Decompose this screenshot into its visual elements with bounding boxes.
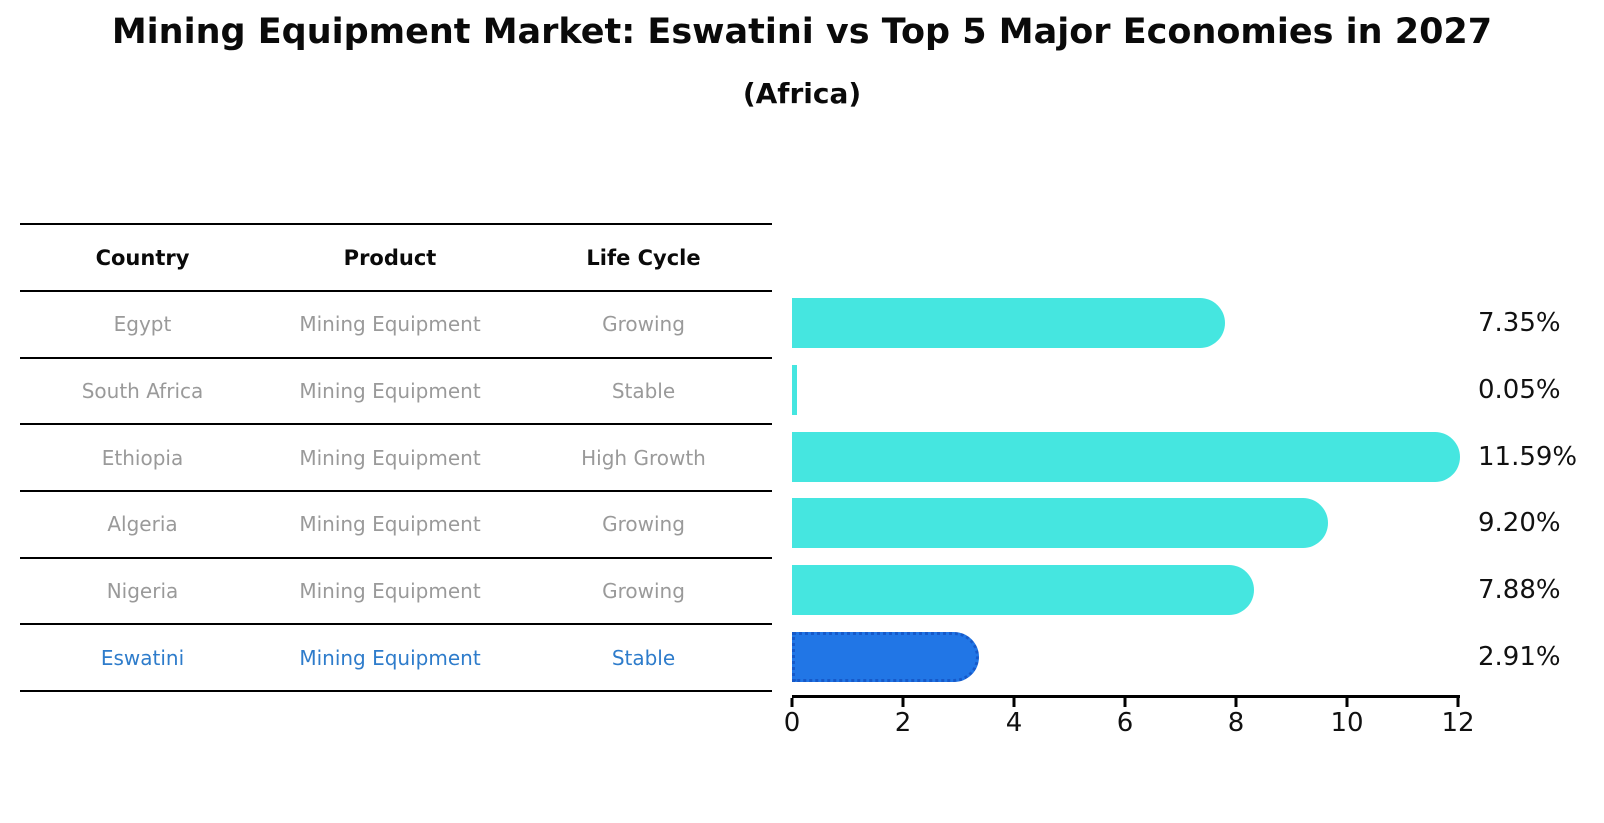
x-axis-tick-mark — [1012, 698, 1016, 707]
table-cell-lifecycle: Stable — [611, 379, 676, 404]
table-cell-product: Mining Equipment — [299, 312, 481, 337]
table-row: Eswatini Mining Equipment Stable — [20, 625, 772, 693]
bar-nigeria — [792, 565, 1255, 615]
table-cell-country: Algeria — [107, 512, 178, 537]
bar-south-africa — [792, 365, 797, 415]
bar-plot-area: 7.35% 0.05% 11.59% 9.20% 7.88% 2.91% — [792, 290, 1577, 690]
table-cell-product: Mining Equipment — [299, 445, 481, 470]
x-axis-tick-mark — [1456, 698, 1460, 707]
bar-egypt — [792, 298, 1225, 349]
table-row: Ethiopia Mining Equipment High Growth — [20, 425, 772, 493]
table-row: Nigeria Mining Equipment Growing — [20, 559, 772, 626]
table-cell-lifecycle: Stable — [611, 645, 676, 670]
table-cell-product: Mining Equipment — [299, 645, 481, 670]
bar-value-label: 7.88% — [1478, 575, 1561, 605]
table-row: Egypt Mining Equipment Growing — [20, 292, 772, 359]
x-axis-tick-label: 0 — [783, 708, 801, 738]
bar-algeria — [792, 498, 1328, 549]
x-axis-tick-mark — [901, 698, 905, 707]
table-header-lifecycle: Life Cycle — [586, 245, 701, 270]
x-axis-tick-label: 2 — [894, 708, 912, 738]
table-cell-product: Mining Equipment — [299, 512, 481, 537]
bar-eswatini — [792, 631, 979, 682]
table-cell-country: Ethiopia — [101, 445, 184, 470]
x-axis-tick-label: 10 — [1330, 708, 1364, 738]
x-axis-tick-mark — [1345, 698, 1349, 707]
table-cell-product: Mining Equipment — [299, 379, 481, 404]
x-axis-tick-mark — [1123, 698, 1127, 707]
table-header-product: Product — [343, 245, 437, 270]
table-cell-country: South Africa — [81, 379, 204, 404]
table-header-row: Country Product Life Cycle — [20, 223, 772, 292]
chart-title: Mining Equipment Market: Eswatini vs Top… — [111, 12, 1493, 52]
bar-value-label: 0.05% — [1478, 375, 1561, 405]
country-table: Country Product Life Cycle Egypt Mining E… — [20, 223, 772, 693]
table-header-country: Country — [95, 245, 190, 270]
table-cell-lifecycle: High Growth — [581, 445, 706, 470]
bar-ethiopia — [792, 431, 1461, 482]
table-cell-country: Nigeria — [106, 579, 179, 604]
table-cell-lifecycle: Growing — [602, 512, 685, 537]
table-row: South Africa Mining Equipment Stable — [20, 359, 772, 426]
x-axis-tick-label: 12 — [1441, 708, 1475, 738]
table-row: Algeria Mining Equipment Growing — [20, 492, 772, 559]
bar-value-label: 11.59% — [1478, 441, 1578, 472]
x-axis-tick-mark — [790, 698, 794, 707]
table-cell-country: Eswatini — [100, 645, 185, 670]
x-axis-tick-label: 4 — [1005, 708, 1023, 738]
x-axis-tick-label: 6 — [1116, 708, 1134, 738]
table-cell-country: Egypt — [113, 312, 172, 337]
table-body: Egypt Mining Equipment Growing South Africa… — [20, 292, 772, 693]
bar-value-label: 9.20% — [1478, 508, 1561, 539]
chart-subtitle: (Africa) — [742, 77, 862, 110]
x-axis-line — [792, 695, 1460, 698]
x-axis-tick-mark — [1234, 698, 1238, 707]
table-cell-lifecycle: Growing — [602, 312, 685, 337]
bar-value-label: 7.35% — [1478, 308, 1561, 339]
x-axis-tick-label: 8 — [1227, 708, 1245, 738]
bar-value-label: 2.91% — [1478, 641, 1561, 672]
table-cell-product: Mining Equipment — [299, 579, 481, 604]
table-cell-lifecycle: Growing — [602, 579, 685, 604]
